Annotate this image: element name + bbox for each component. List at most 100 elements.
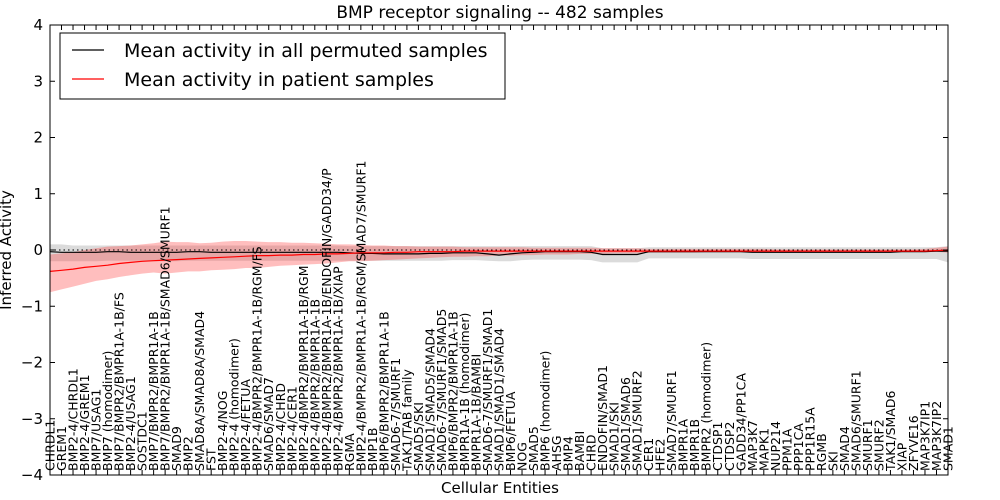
entity-label: BMP2-4/BMPR2/BMPR1A-1B/XIAP: [330, 266, 345, 471]
legend-label-permuted: Mean activity in all permuted samples: [124, 40, 487, 62]
y-tick-label: 0: [33, 241, 43, 259]
entity-label: SMAD1/SMAD6: [618, 377, 633, 471]
entity-label: BMP2-4/BMPR2/BMPR1A-1B/ENDOFIN/GADD34/P: [319, 168, 334, 471]
entity-label: BMP2-4/BMPR2/BMPR1A-1B/RGM/FS: [250, 246, 265, 471]
entity-label: SMAD6-7/SMURF1: [388, 358, 403, 471]
entity-label: BMPR2 (homodimer): [699, 342, 714, 471]
entity-label: SMAD1: [941, 426, 956, 471]
entity-label: SMAD6/SMAD7: [261, 377, 276, 471]
entity-label: BMP2-4/BMPR2/BMPR1A-1B: [307, 299, 322, 471]
entity-label: BMP6 (homodimer): [538, 351, 553, 471]
entity-label: PPP1CA: [791, 423, 806, 471]
entity-label: BMPR1A-1B/BAMBI: [469, 354, 484, 471]
y-axis-label: Inferred Activity: [0, 190, 15, 310]
entity-label: BMP6/BMPR2/BMPR1A-1B: [376, 311, 391, 471]
entity-label: HFE2: [653, 439, 668, 471]
entity-label: CER1: [641, 438, 656, 471]
entity-label: BMP2-4/CHRDL1: [66, 368, 81, 471]
entity-label: CHRD: [584, 435, 599, 471]
entity-label: NUP214: [768, 421, 783, 471]
entity-label: SMAD5: [526, 426, 541, 471]
entity-label: BMP7/USAG1: [89, 389, 104, 471]
entity-label: MAP3K7: [745, 420, 760, 471]
entity-label: BAMBI: [572, 431, 587, 471]
entity-label: SMAD8A/SMAD8A/SMAD4: [192, 311, 207, 471]
entity-label: BMP6/BMPR2/BMPR1A-1B: [445, 311, 460, 471]
entity-label: MAP3K7IP2: [929, 401, 944, 471]
entity-label: BMPR1A: [676, 418, 691, 471]
x-axis-label: Cellular Entities: [441, 479, 559, 497]
y-tick-label: −1: [21, 297, 43, 315]
y-tick-label: −2: [21, 354, 43, 372]
entity-label: SMURF1: [860, 419, 875, 471]
entity-label: BMP4: [561, 436, 576, 471]
entity-label: BMP2-4/FETUA: [238, 379, 253, 471]
entity-label: SMAD9: [169, 426, 184, 471]
entity-label: NOG: [515, 442, 530, 471]
legend-label-patient: Mean activity in patient samples: [124, 69, 434, 91]
entity-label: CTDSP2: [722, 422, 737, 471]
entity-label: BMP2-4/USAG1: [123, 376, 138, 471]
confidence-band: [50, 244, 948, 263]
entity-label: SMAD5/SKI: [411, 402, 426, 471]
entity-label: SMAD1/SKI: [607, 402, 622, 471]
entity-label: CHRDL1: [43, 420, 58, 471]
entity-label: BMP7 (homodimer): [100, 351, 115, 471]
entity-label: BMP6/FETUA: [503, 391, 518, 471]
entity-label: SMAD1/SMAD5/SMAD4: [422, 328, 437, 471]
entity-label: SMAD6-7/SMURF1/SMAD1: [480, 309, 495, 471]
entity-label: SMAD1/SMAD1/SMAD4: [492, 328, 507, 471]
confidence-band: [50, 241, 948, 293]
entity-label: XIAP: [894, 442, 909, 471]
entity-label: BMP2: [181, 436, 196, 471]
entity-label: MAPK1: [756, 428, 771, 471]
entity-label: SMAD7/SMURF1: [664, 370, 679, 471]
entity-label: RGMB: [814, 433, 829, 471]
entity-label: SOSTDC1: [135, 411, 150, 471]
entity-label: BMP2-4 (homodimer): [227, 338, 242, 471]
entity-label: TAK1/SMAD6: [883, 391, 898, 472]
entity-label: PPM1A: [779, 428, 794, 471]
entity-label: GREM1: [54, 426, 69, 471]
entity-label: BMP7/BMPR2/BMPR1A-1B/SMAD6/SMURF1: [158, 206, 173, 471]
entity-label: BMP2-4/CHRD: [273, 383, 288, 471]
entity-label: BMP2-4/GREM1: [77, 374, 92, 471]
entity-label: RGMA: [342, 433, 357, 471]
entity-label: SMURF2: [871, 419, 886, 471]
x-axis-entity-labels: CHRDL1GREM1BMP2-4/CHRDL1BMP2-4/GREM1BMP7…: [43, 161, 956, 472]
y-tick-label: 1: [33, 185, 43, 203]
entity-label: ZFYVE16: [906, 415, 921, 471]
entity-label: BMP2-4/BMPR2/BMPR1A-1B/RGM: [296, 266, 311, 472]
series-line: [49, 249, 949, 272]
series-line: [49, 250, 948, 256]
entity-label: MAP3K7IP1: [918, 401, 933, 471]
entity-label: BMP7/BMPR2/BMPR1A-1B: [146, 311, 161, 471]
entity-label: BMP2-4/NOG: [215, 391, 230, 471]
entity-label: AHSG: [549, 435, 564, 471]
legend-box: [59, 32, 506, 100]
entity-label: SKI: [825, 451, 840, 471]
y-tick-label: 4: [33, 16, 43, 34]
entity-label: CTDSP1: [710, 422, 725, 471]
entity-label: ENDOFIN/SMAD1: [595, 365, 610, 471]
confidence-bands: [50, 241, 948, 293]
y-tick-label: 3: [33, 72, 43, 90]
y-tick-label: −3: [21, 410, 43, 428]
entity-label: BMPR1A-1B (homodimer): [457, 313, 472, 471]
entity-label: BMP2-4/CER1: [284, 386, 299, 471]
entity-label: SMAD6/SMURF1: [848, 370, 863, 471]
series-lines: [49, 249, 949, 272]
entity-label: BMPR1B: [687, 419, 702, 471]
y-tick-label: 2: [33, 129, 43, 147]
y-axis-ticks: −4 −3 −2 −1 0 1 2 3 4: [21, 16, 948, 484]
chart-title: BMP receptor signaling -- 482 samples: [336, 3, 663, 23]
entity-label: SMAD4: [837, 426, 852, 471]
entity-label: GADD34/PP1CA: [733, 373, 748, 471]
entity-label: BMP2-4/BMPR2/BMPR1A-1B/RGM/SMAD7/SMURF1: [353, 161, 368, 471]
entity-label: SMAD1/SMURF2: [630, 370, 645, 471]
entity-label: SMAD6-7/SMURF1/SMAD5: [434, 309, 449, 471]
entity-label: BMP1B: [365, 428, 380, 471]
entity-label: TAK1/TAB family: [399, 368, 414, 472]
y-tick-label: −4: [21, 466, 43, 484]
